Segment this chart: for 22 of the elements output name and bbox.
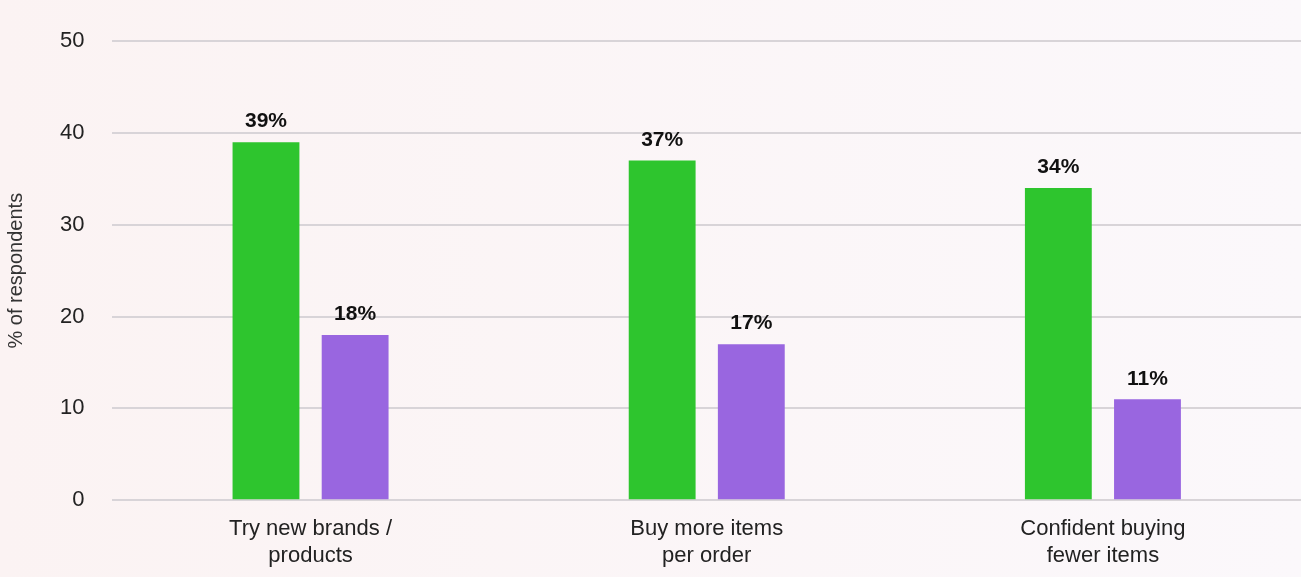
- data-label: 34%: [1037, 154, 1080, 178]
- bar: [232, 142, 300, 500]
- y-tick-label: 30: [59, 210, 85, 236]
- x-tick-label: Confident buying fewer items: [1020, 515, 1186, 567]
- bar: [321, 334, 389, 500]
- data-label: 37%: [641, 126, 684, 150]
- bar: [628, 160, 696, 500]
- data-label: 39%: [244, 108, 288, 132]
- data-label: 11%: [1127, 365, 1169, 389]
- y-tick-label: 0: [72, 486, 85, 512]
- y-tick-label: 50: [59, 27, 85, 53]
- bar: [717, 344, 785, 500]
- bar: [1114, 399, 1181, 500]
- y-tick-label: 40: [59, 119, 85, 145]
- bar: [1024, 188, 1092, 500]
- x-tick-label: Try new brands / products: [229, 515, 393, 567]
- y-tick-label: 10: [59, 394, 85, 420]
- y-axis-title: % of respondents: [3, 192, 26, 349]
- x-tick-label: Buy more items per order: [630, 515, 784, 567]
- data-label: 18%: [334, 301, 377, 325]
- y-tick-label: 20: [59, 302, 85, 328]
- data-label: 17%: [730, 310, 773, 334]
